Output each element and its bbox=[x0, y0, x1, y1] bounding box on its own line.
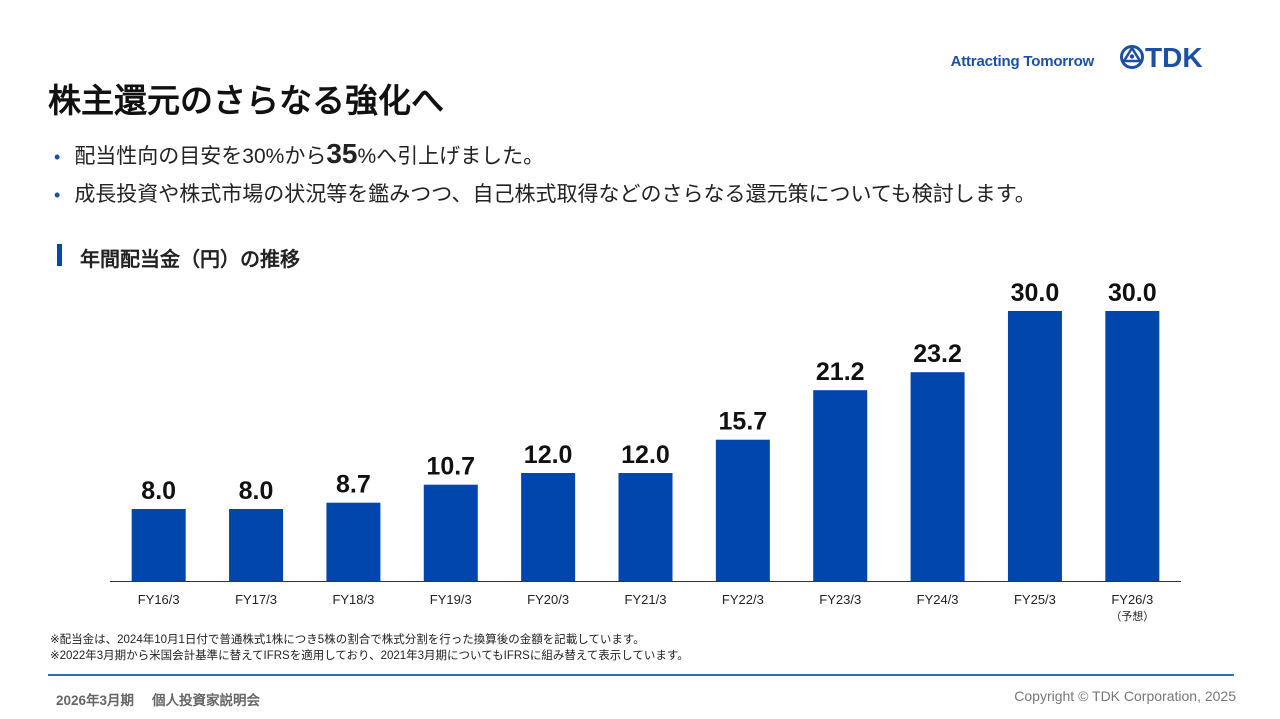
bar-FY25/3 bbox=[1007, 311, 1062, 581]
section-title: 年間配当金（円）の推移 bbox=[80, 249, 300, 271]
copyright: Copyright © TDK Corporation, 2025 bbox=[1014, 688, 1236, 704]
value-label: 8.0 bbox=[239, 477, 274, 505]
footer-rule bbox=[48, 674, 1234, 676]
value-label: 30.0 bbox=[1011, 279, 1060, 307]
bullet-dot: • bbox=[54, 185, 61, 205]
value-label: 8.0 bbox=[141, 477, 176, 505]
bar-FY16/3 bbox=[131, 509, 186, 581]
category-label: FY17/3 bbox=[235, 592, 277, 607]
bullet-emphasis: 35 bbox=[326, 138, 358, 169]
tdk-logo: TDK bbox=[1120, 42, 1203, 72]
bullet-text-before: 配当性向の目安を30%から bbox=[74, 145, 327, 168]
bar-FY22/3 bbox=[715, 439, 770, 581]
bar-FY21/3 bbox=[618, 473, 673, 581]
footnote: ※配当金は、2024年10月1日付で普通株式1株につき5株の割合で株式分割を行っ… bbox=[50, 634, 645, 646]
category-label: FY22/3 bbox=[722, 592, 764, 607]
tdk-logo-text: TDK bbox=[1145, 42, 1203, 72]
dividend-bar-chart: 8.0 FY16/3 8.0 FY17/3 8.7 FY18/3 10.7 FY19/3 12.… bbox=[110, 279, 1181, 623]
category-label: FY18/3 bbox=[332, 592, 374, 607]
page-title: 株主還元のさらなる強化へ bbox=[48, 82, 444, 119]
footer-period: 2026年3月期 bbox=[56, 693, 135, 708]
bar-FY26/3 bbox=[1105, 311, 1160, 581]
value-label: 23.2 bbox=[913, 340, 962, 368]
footnotes: ※配当金は、2024年10月1日付で普通株式1株につき5株の割合で株式分割を行っ… bbox=[50, 632, 689, 664]
tagline: Attracting Tomorrow bbox=[950, 53, 1095, 70]
value-label: 10.7 bbox=[426, 453, 475, 481]
footer-event: 2026年3月期 個人投資家説明会 bbox=[56, 689, 260, 709]
value-label: 15.7 bbox=[719, 408, 768, 436]
section-marker bbox=[57, 244, 62, 266]
value-label: 8.7 bbox=[336, 471, 371, 499]
bullet-dot: • bbox=[54, 147, 61, 167]
bar-FY17/3 bbox=[229, 509, 284, 581]
category-label: FY26/3 bbox=[1111, 592, 1153, 607]
value-label: 12.0 bbox=[621, 441, 670, 469]
bar-FY23/3 bbox=[813, 390, 868, 581]
category-label: FY23/3 bbox=[819, 592, 861, 607]
bullet-payout-ratio: • 配当性向の目安を30%から35%へ引上げました。 bbox=[54, 138, 544, 170]
bar-FY20/3 bbox=[521, 473, 576, 581]
footer-event-name: 個人投資家説明会 bbox=[152, 693, 261, 708]
bar-FY19/3 bbox=[423, 484, 478, 581]
bar-FY18/3 bbox=[326, 502, 381, 581]
category-label: FY20/3 bbox=[527, 592, 569, 607]
value-label: 12.0 bbox=[524, 441, 573, 469]
tdk-emblem-icon bbox=[1120, 45, 1144, 69]
category-sublabel: （予想） bbox=[1110, 609, 1154, 623]
bullet-text-after: %へ引上げました。 bbox=[357, 145, 545, 168]
category-label: FY19/3 bbox=[430, 592, 472, 607]
footnote: ※2022年3月期から米国会計基準に替えてIFRSを適用しており、2021年3月… bbox=[50, 650, 689, 662]
category-label: FY25/3 bbox=[1014, 592, 1056, 607]
bullet-buyback: • 成長投資や株式市場の状況等を鑑みつつ、自己株式取得などのさらなる還元策について… bbox=[54, 178, 1036, 208]
category-label: FY24/3 bbox=[917, 592, 959, 607]
bullet-text: 成長投資や株式市場の状況等を鑑みつつ、自己株式取得などのさらなる還元策についても… bbox=[74, 183, 1036, 206]
category-label: FY21/3 bbox=[625, 592, 667, 607]
category-label: FY16/3 bbox=[138, 592, 180, 607]
bar-FY24/3 bbox=[910, 372, 965, 581]
value-label: 21.2 bbox=[816, 358, 865, 386]
value-label: 30.0 bbox=[1108, 279, 1157, 307]
